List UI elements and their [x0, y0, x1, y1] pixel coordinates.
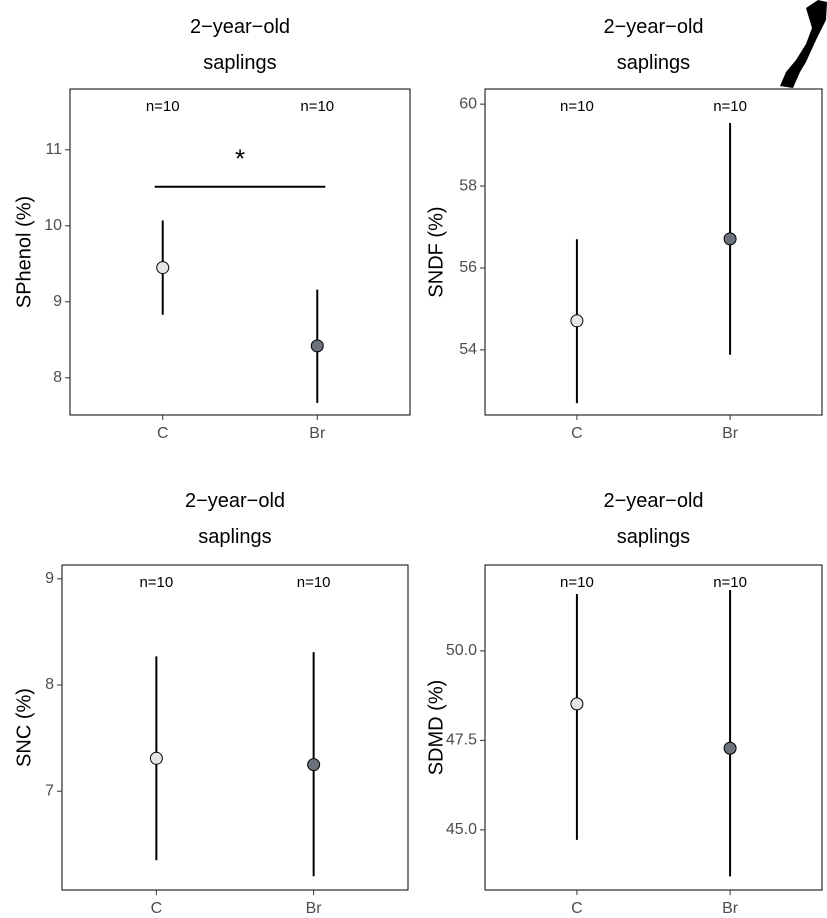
mean-point: [149, 751, 163, 765]
y-tick-label: 9: [45, 570, 54, 587]
y-tick-label: 50.0: [446, 642, 477, 659]
plot-frame: [484, 88, 823, 416]
x-tick-label: Br: [309, 425, 326, 442]
annotation: n=10: [560, 574, 594, 591]
annotation: n=10: [560, 98, 594, 115]
y-axis-label: SNDF (%): [425, 206, 447, 297]
x-tick-label: C: [157, 425, 169, 442]
significance-label: *: [235, 144, 245, 174]
annotation: n=10: [146, 98, 180, 115]
y-tick-label: 9: [53, 293, 62, 310]
plot-frame: [61, 564, 409, 891]
annotation: n=10: [713, 98, 747, 115]
y-axis-label: SDMD (%): [425, 680, 447, 776]
panel-title: 2−year−old saplings: [603, 16, 704, 74]
plot-frame: [484, 564, 823, 891]
y-tick-label: 8: [45, 676, 54, 693]
mean-point: [723, 741, 737, 755]
y-tick-label: 58: [459, 177, 477, 194]
y-tick-label: 56: [459, 259, 477, 276]
mean-point: [570, 314, 584, 328]
decoration-silhouette: [780, 0, 827, 88]
x-tick-label: Br: [722, 900, 739, 917]
mean-point: [310, 339, 324, 353]
annotation: n=10: [713, 574, 747, 591]
y-tick-label: 8: [53, 369, 62, 386]
mean-point: [156, 261, 170, 275]
x-tick-label: C: [151, 900, 163, 917]
mean-point: [570, 697, 584, 711]
x-tick-label: Br: [722, 425, 739, 442]
panel-title: 2−year−old saplings: [184, 490, 286, 548]
annotation: n=10: [139, 574, 173, 591]
x-tick-label: Br: [306, 900, 323, 917]
mean-point: [307, 758, 321, 772]
x-tick-label: C: [571, 425, 583, 442]
plot-frame: [69, 88, 411, 416]
y-tick-label: 10: [44, 217, 62, 234]
panel-title: 2−year−old saplings: [603, 490, 704, 548]
panel-title: 2−year−old saplings: [189, 16, 291, 74]
y-axis-label: SPhenol (%): [13, 196, 35, 308]
x-tick-label: C: [571, 900, 583, 917]
annotation: n=10: [297, 574, 331, 591]
y-axis-label: SNC (%): [13, 688, 35, 767]
annotation: n=10: [300, 98, 334, 115]
mean-point: [723, 232, 737, 246]
y-tick-label: 54: [459, 341, 477, 358]
y-tick-label: 7: [45, 782, 54, 799]
y-tick-label: 45.0: [446, 821, 477, 838]
y-tick-label: 47.5: [446, 732, 477, 749]
y-tick-label: 60: [459, 95, 477, 112]
y-tick-label: 11: [45, 141, 62, 158]
